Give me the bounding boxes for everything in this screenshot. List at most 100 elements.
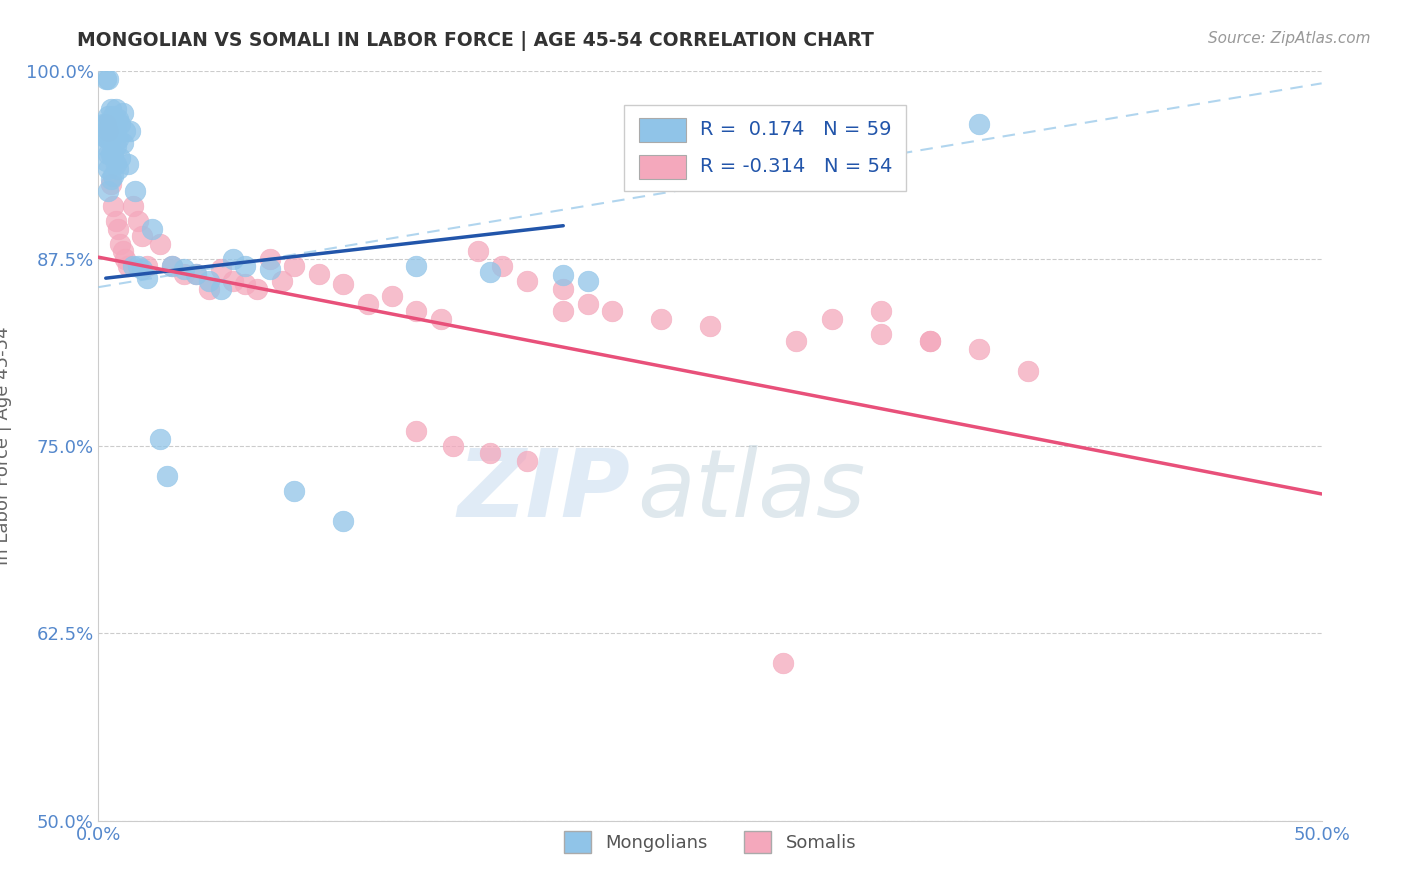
Point xyxy=(94,124,117,138)
Text: atlas: atlas xyxy=(637,445,865,536)
FancyBboxPatch shape xyxy=(640,118,686,142)
Text: Source: ZipAtlas.com: Source: ZipAtlas.com xyxy=(1208,31,1371,46)
Point xyxy=(478,446,501,460)
Text: MONGOLIAN VS SOMALI IN LABOR FORCE | AGE 45-54 CORRELATION CHART: MONGOLIAN VS SOMALI IN LABOR FORCE | AGE… xyxy=(77,31,875,51)
Point xyxy=(100,172,122,186)
Point xyxy=(94,154,117,169)
Point xyxy=(101,128,124,142)
Point xyxy=(110,151,132,165)
Point xyxy=(920,334,942,348)
Point xyxy=(576,274,599,288)
Point xyxy=(405,304,427,318)
Point xyxy=(100,132,122,146)
Point xyxy=(186,267,208,281)
Point xyxy=(222,252,245,266)
Point xyxy=(104,214,127,228)
Point xyxy=(553,268,575,282)
Point xyxy=(104,139,127,153)
Point xyxy=(381,289,404,303)
Point xyxy=(576,296,599,310)
Point xyxy=(131,262,153,277)
Point xyxy=(97,124,120,138)
Point xyxy=(131,229,153,244)
Point xyxy=(94,117,117,131)
Point xyxy=(283,259,305,273)
Point xyxy=(222,274,245,288)
Point xyxy=(478,265,501,279)
Point xyxy=(94,139,117,153)
Point xyxy=(650,311,672,326)
Point xyxy=(233,277,256,292)
Point xyxy=(101,199,124,213)
Point xyxy=(104,157,127,171)
Point xyxy=(124,184,146,198)
Point xyxy=(967,117,990,131)
Point xyxy=(246,282,269,296)
Point xyxy=(107,112,129,127)
Point xyxy=(94,71,117,86)
Point xyxy=(441,439,464,453)
Point xyxy=(332,277,354,292)
Point xyxy=(121,259,143,273)
Point xyxy=(149,432,172,446)
Point xyxy=(97,71,120,86)
Y-axis label: In Labor Force | Age 45-54: In Labor Force | Age 45-54 xyxy=(0,326,11,566)
Point xyxy=(101,169,124,184)
Point xyxy=(491,259,513,273)
Point xyxy=(515,454,537,468)
Point xyxy=(259,252,281,266)
Point xyxy=(156,469,179,483)
Point xyxy=(186,267,208,281)
Point xyxy=(97,132,120,146)
Point xyxy=(101,109,124,123)
Point xyxy=(127,214,149,228)
Point xyxy=(149,236,172,251)
Point xyxy=(405,424,427,438)
Point xyxy=(117,157,139,171)
Point xyxy=(870,304,893,318)
Point xyxy=(821,311,844,326)
Point xyxy=(356,296,378,310)
Point xyxy=(308,267,330,281)
Point xyxy=(97,146,120,161)
Point xyxy=(467,244,489,259)
Point xyxy=(209,262,232,277)
Point xyxy=(160,259,183,273)
Point xyxy=(94,117,117,131)
Point xyxy=(197,282,219,296)
Point xyxy=(553,304,575,318)
Point xyxy=(97,184,120,198)
Point xyxy=(173,267,195,281)
Point xyxy=(104,102,127,116)
Point xyxy=(114,124,136,138)
FancyBboxPatch shape xyxy=(624,105,905,191)
Point xyxy=(772,657,794,671)
Point xyxy=(173,262,195,277)
Point xyxy=(233,259,256,273)
Point xyxy=(136,271,159,285)
Point xyxy=(104,121,127,136)
Point xyxy=(870,326,893,341)
Point xyxy=(107,132,129,146)
Point xyxy=(111,106,134,120)
Point xyxy=(117,259,139,273)
Point xyxy=(197,274,219,288)
Point xyxy=(100,117,122,131)
Point xyxy=(110,236,132,251)
Point xyxy=(430,311,453,326)
Point xyxy=(101,146,124,161)
Point xyxy=(1017,364,1039,378)
Point xyxy=(553,282,575,296)
Point xyxy=(136,259,159,273)
Point xyxy=(120,124,142,138)
Point xyxy=(270,274,294,288)
Point xyxy=(111,244,134,259)
Point xyxy=(121,199,143,213)
FancyBboxPatch shape xyxy=(640,154,686,178)
Point xyxy=(209,282,232,296)
Point xyxy=(332,514,354,528)
Point xyxy=(515,274,537,288)
Point xyxy=(97,161,120,176)
Point xyxy=(91,117,114,131)
Point xyxy=(110,117,132,131)
